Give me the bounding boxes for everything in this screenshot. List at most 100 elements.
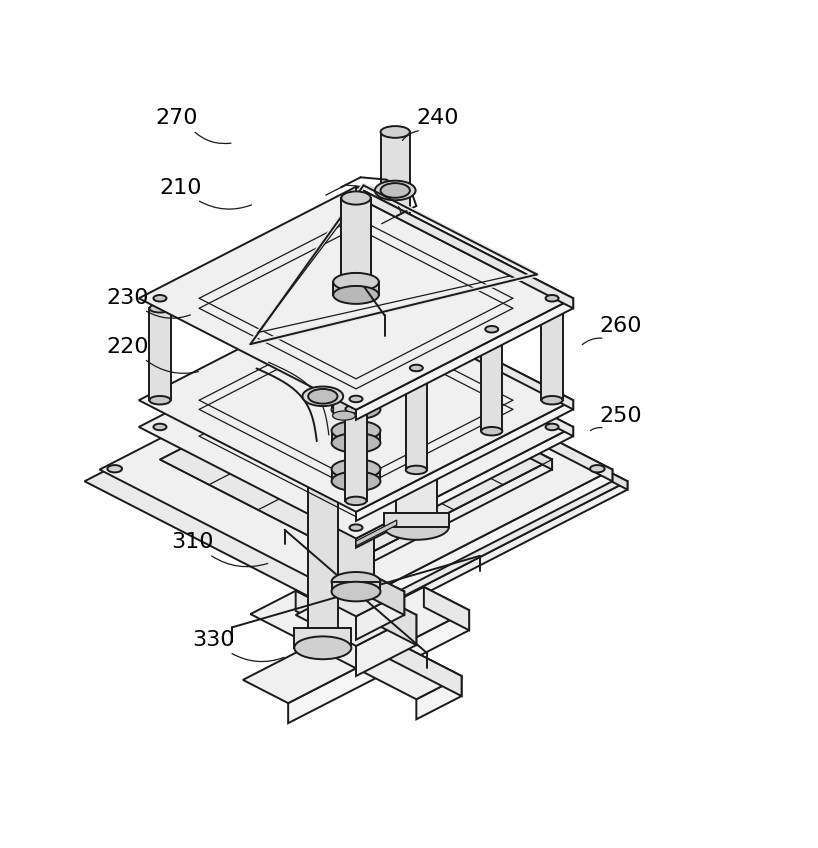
Polygon shape (356, 342, 627, 489)
Ellipse shape (331, 388, 380, 407)
Ellipse shape (308, 388, 338, 400)
Ellipse shape (366, 374, 424, 397)
Polygon shape (308, 566, 404, 616)
Ellipse shape (349, 498, 362, 505)
Polygon shape (341, 254, 431, 299)
Ellipse shape (348, 341, 363, 349)
Ellipse shape (546, 424, 559, 430)
Ellipse shape (107, 465, 122, 472)
Ellipse shape (406, 466, 427, 474)
Ellipse shape (331, 433, 380, 453)
Ellipse shape (154, 397, 167, 404)
Polygon shape (331, 469, 380, 482)
Polygon shape (139, 315, 573, 538)
Text: 310: 310 (172, 533, 214, 552)
Ellipse shape (331, 471, 380, 491)
Polygon shape (356, 482, 627, 629)
Ellipse shape (410, 365, 423, 371)
Ellipse shape (357, 399, 380, 408)
Ellipse shape (481, 335, 502, 343)
Polygon shape (331, 397, 380, 410)
Ellipse shape (308, 389, 338, 404)
Polygon shape (345, 208, 366, 299)
Polygon shape (295, 584, 416, 646)
Ellipse shape (380, 360, 410, 371)
Polygon shape (380, 132, 410, 365)
Polygon shape (331, 431, 380, 443)
Ellipse shape (154, 295, 167, 302)
Ellipse shape (349, 323, 362, 330)
Ellipse shape (345, 497, 366, 505)
Ellipse shape (331, 572, 380, 592)
Polygon shape (356, 288, 573, 410)
Ellipse shape (331, 460, 380, 479)
Text: 210: 210 (160, 177, 202, 198)
Ellipse shape (380, 183, 410, 198)
Ellipse shape (154, 424, 167, 430)
Polygon shape (288, 611, 469, 723)
Text: 260: 260 (600, 316, 642, 336)
Ellipse shape (331, 421, 380, 440)
Ellipse shape (150, 304, 170, 313)
Polygon shape (150, 309, 170, 400)
Polygon shape (356, 520, 397, 546)
Polygon shape (416, 676, 461, 719)
Ellipse shape (542, 396, 563, 404)
Polygon shape (139, 288, 573, 511)
Polygon shape (356, 298, 573, 420)
Polygon shape (100, 338, 613, 601)
Ellipse shape (348, 589, 363, 596)
Ellipse shape (357, 335, 380, 344)
Ellipse shape (396, 296, 437, 313)
Polygon shape (356, 566, 404, 615)
Ellipse shape (331, 399, 380, 419)
Polygon shape (308, 394, 338, 628)
Ellipse shape (150, 396, 170, 404)
Text: 230: 230 (106, 287, 149, 308)
Text: 240: 240 (416, 109, 459, 128)
Polygon shape (356, 615, 416, 676)
Ellipse shape (331, 582, 380, 601)
Polygon shape (294, 628, 352, 648)
Polygon shape (326, 248, 447, 310)
Polygon shape (338, 381, 374, 592)
Polygon shape (333, 282, 379, 295)
Ellipse shape (384, 514, 449, 540)
Polygon shape (481, 339, 502, 431)
Polygon shape (295, 591, 461, 696)
Polygon shape (345, 409, 366, 501)
Polygon shape (386, 278, 447, 368)
Ellipse shape (349, 194, 362, 201)
Ellipse shape (546, 397, 559, 404)
Polygon shape (356, 470, 613, 613)
Text: 270: 270 (155, 109, 198, 128)
Polygon shape (366, 365, 424, 385)
Polygon shape (386, 254, 431, 278)
Polygon shape (396, 304, 437, 513)
Ellipse shape (406, 374, 427, 382)
Polygon shape (356, 315, 573, 436)
Ellipse shape (542, 304, 563, 313)
Polygon shape (356, 187, 573, 309)
Polygon shape (356, 400, 573, 521)
Polygon shape (356, 460, 552, 570)
Polygon shape (84, 342, 627, 621)
Polygon shape (384, 513, 449, 527)
Polygon shape (160, 359, 552, 561)
Ellipse shape (345, 295, 366, 304)
Ellipse shape (485, 326, 498, 332)
Ellipse shape (345, 404, 366, 413)
Ellipse shape (546, 295, 559, 302)
Ellipse shape (333, 348, 355, 357)
Polygon shape (356, 359, 552, 470)
Polygon shape (424, 587, 469, 630)
Ellipse shape (333, 411, 355, 420)
Text: 330: 330 (192, 630, 235, 650)
Ellipse shape (333, 273, 379, 291)
Polygon shape (357, 340, 380, 403)
Polygon shape (139, 187, 573, 410)
Polygon shape (386, 248, 447, 337)
Polygon shape (406, 378, 427, 470)
Text: 250: 250 (600, 406, 642, 426)
Ellipse shape (345, 204, 366, 212)
